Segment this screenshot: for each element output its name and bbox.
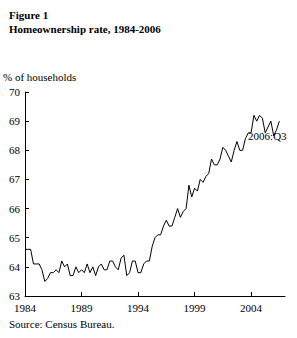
svg-text:% of households: % of households [3, 71, 76, 83]
svg-text:69: 69 [9, 115, 21, 127]
svg-text:67: 67 [9, 173, 21, 185]
svg-text:Homeownership rate, 1984-2006: Homeownership rate, 1984-2006 [9, 23, 161, 35]
svg-text:2004: 2004 [240, 302, 263, 314]
svg-text:70: 70 [9, 86, 21, 98]
svg-text:Source: Census Bureau.: Source: Census Bureau. [9, 318, 115, 330]
svg-text:66: 66 [9, 203, 21, 215]
svg-text:1984: 1984 [14, 302, 37, 314]
svg-text:64: 64 [9, 261, 21, 273]
svg-text:65: 65 [9, 232, 21, 244]
svg-text:1994: 1994 [127, 302, 150, 314]
svg-text:Figure 1: Figure 1 [9, 9, 48, 21]
svg-text:68: 68 [9, 144, 21, 156]
svg-text:63: 63 [9, 290, 21, 302]
svg-text:2006:Q3: 2006:Q3 [248, 130, 287, 142]
svg-text:1999: 1999 [184, 302, 207, 314]
svg-text:1989: 1989 [71, 302, 94, 314]
